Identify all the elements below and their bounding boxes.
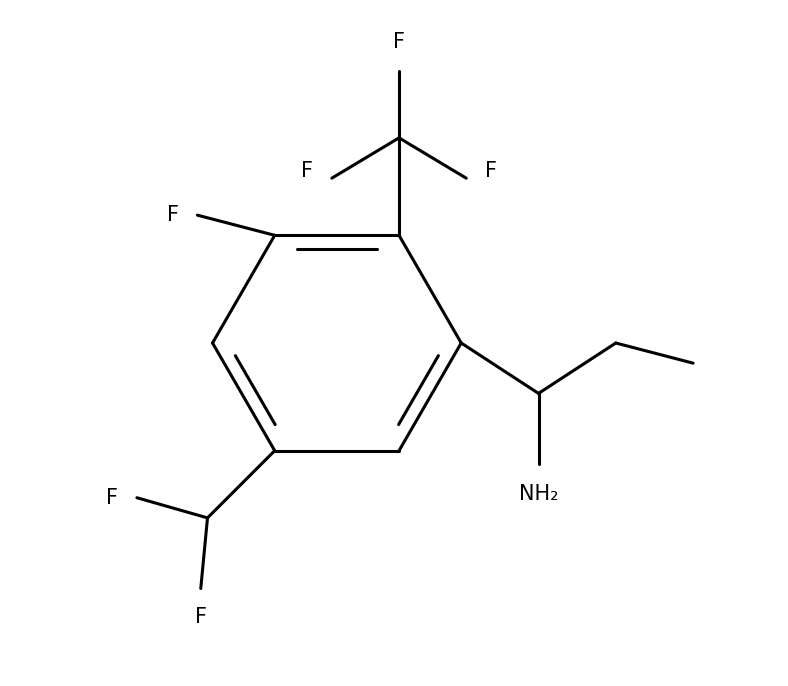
Text: F: F bbox=[485, 161, 497, 182]
Text: F: F bbox=[166, 205, 179, 225]
Text: NH₂: NH₂ bbox=[519, 484, 559, 504]
Text: F: F bbox=[195, 607, 206, 627]
Text: F: F bbox=[106, 488, 118, 508]
Text: F: F bbox=[393, 32, 405, 52]
Text: F: F bbox=[301, 161, 313, 182]
